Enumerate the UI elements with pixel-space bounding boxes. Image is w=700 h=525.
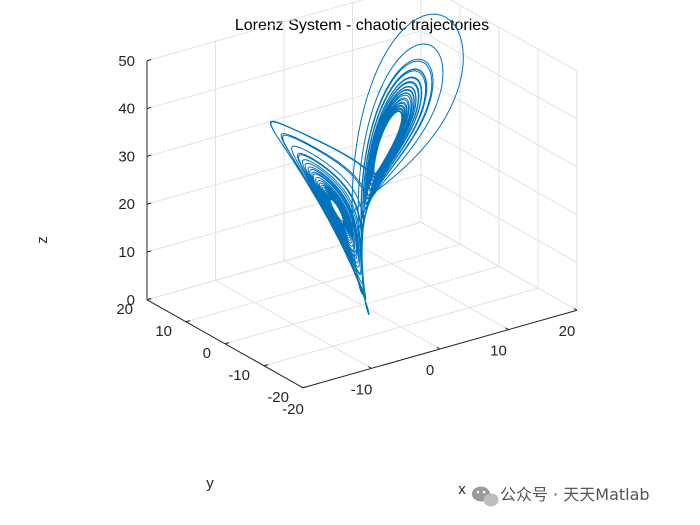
watermark-text: 公众号 · 天天Matlab bbox=[500, 485, 650, 504]
y-tick-mark bbox=[302, 386, 308, 389]
wechat-icon bbox=[472, 486, 499, 507]
y-tick-mark bbox=[185, 320, 191, 323]
series-line-lorenz-trajectory bbox=[269, 13, 464, 316]
z-axis-label: z bbox=[34, 236, 51, 244]
x-tick-mark bbox=[299, 385, 304, 389]
z-tick-label: 30 bbox=[118, 148, 135, 165]
x-tick-mark bbox=[573, 308, 578, 311]
grid-line-side-z bbox=[420, 30, 578, 120]
y-tick-label: 0 bbox=[203, 345, 211, 362]
chart-title: Lorenz System - chaotic trajectories bbox=[235, 17, 489, 34]
z-tick-mark bbox=[146, 59, 152, 62]
watermark: 公众号 · 天天Matlab bbox=[472, 485, 650, 507]
grid-line-back-z bbox=[146, 78, 422, 157]
grid-line-side-z bbox=[420, 174, 578, 263]
x-tick-label: -10 bbox=[351, 381, 373, 398]
z-tick-mark bbox=[146, 202, 152, 205]
x-tick-mark bbox=[505, 327, 509, 331]
trajectory-plot bbox=[269, 13, 464, 316]
grid-line-floor-y bbox=[185, 243, 461, 323]
z-tick-mark bbox=[146, 250, 152, 253]
y-tick-label: 20 bbox=[116, 301, 133, 318]
x-tick-label: -20 bbox=[282, 401, 304, 418]
x-tick-label: 10 bbox=[490, 343, 507, 360]
z-tick-mark bbox=[146, 154, 152, 157]
grid-line-back-z bbox=[146, 0, 364, 62]
x-tick-label: 20 bbox=[559, 323, 576, 340]
z-tick-mark bbox=[146, 106, 152, 110]
z-tick-label: 40 bbox=[118, 101, 135, 118]
grid-line-side-z bbox=[420, 126, 578, 216]
x-axis-label: x bbox=[458, 481, 466, 498]
axes bbox=[146, 59, 578, 389]
grid-line-side-z bbox=[420, 78, 578, 168]
grid-line-back-z bbox=[146, 30, 422, 110]
y-axis-label: y bbox=[206, 475, 214, 492]
grid-line-floor-y bbox=[263, 287, 539, 367]
y-tick-label: -10 bbox=[228, 367, 250, 384]
grid-line-floor-y bbox=[224, 265, 500, 345]
z-tick-mark bbox=[146, 298, 152, 301]
y-tick-mark bbox=[263, 364, 269, 367]
x-tick-mark bbox=[436, 346, 441, 350]
grid-line-back-z bbox=[146, 221, 422, 301]
x-tick-mark bbox=[368, 366, 372, 369]
z-tick-label: 10 bbox=[118, 244, 135, 261]
y-tick-label: -20 bbox=[267, 389, 289, 406]
y-tick-mark bbox=[224, 342, 230, 345]
grid-line-side-z bbox=[420, 221, 578, 311]
x-tick-label: 0 bbox=[426, 362, 434, 379]
y-tick-label: 10 bbox=[155, 323, 172, 340]
z-tick-label: 20 bbox=[118, 196, 135, 213]
grid-line-side-z bbox=[449, 0, 578, 72]
z-tick-label: 50 bbox=[118, 53, 135, 70]
z-tick-label: 0 bbox=[127, 292, 135, 309]
